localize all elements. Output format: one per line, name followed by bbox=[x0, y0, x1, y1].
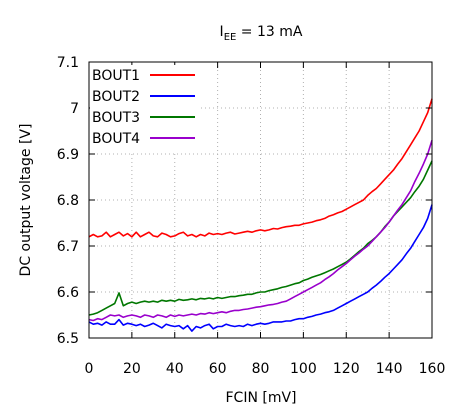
chart-title-subscript: EE bbox=[224, 32, 237, 43]
series-lines bbox=[88, 98, 433, 332]
y-tick-label: 6.9 bbox=[57, 147, 79, 163]
legend-label-bout1: BOUT1 bbox=[92, 68, 140, 84]
legend-label-bout3: BOUT3 bbox=[92, 110, 140, 126]
y-tick-label: 6.7 bbox=[57, 239, 79, 255]
y-tick-label: 6.6 bbox=[57, 285, 79, 301]
y-tick-label: 6.5 bbox=[57, 331, 79, 347]
x-tick-label: 100 bbox=[290, 361, 317, 377]
y-axis-label: DC output voltage [V] bbox=[18, 124, 34, 277]
x-tick-label: 120 bbox=[333, 361, 360, 377]
x-tick-label: 160 bbox=[419, 361, 446, 377]
x-tick-label: 60 bbox=[209, 361, 227, 377]
chart-title: IEE = 13 mA bbox=[220, 24, 303, 43]
y-tick-labels: 6.5 6.6 6.7 6.8 6.9 7 7.1 bbox=[57, 55, 79, 347]
chart-title-rest: = 13 mA bbox=[236, 24, 303, 40]
x-tick-label: 0 bbox=[85, 361, 94, 377]
y-tick-label: 7 bbox=[70, 101, 79, 117]
x-tick-label: 80 bbox=[252, 361, 270, 377]
y-tick-label: 6.8 bbox=[57, 193, 79, 209]
y-tick-label: 7.1 bbox=[57, 55, 79, 71]
legend: BOUT1 BOUT2 BOUT3 BOUT4 bbox=[90, 65, 198, 153]
legend-label-bout4: BOUT4 bbox=[92, 131, 140, 147]
x-tick-labels: 0 20 40 60 80 100 120 140 160 bbox=[85, 361, 446, 377]
series-line-bout2 bbox=[88, 204, 433, 332]
x-axis-label: FCIN [mV] bbox=[225, 390, 296, 406]
series-line-bout1 bbox=[88, 98, 433, 238]
chart-title-main: I bbox=[220, 24, 224, 40]
x-tick-label: 40 bbox=[166, 361, 184, 377]
series-line-bout4 bbox=[88, 139, 433, 322]
x-tick-label: 140 bbox=[376, 361, 403, 377]
x-tick-label: 20 bbox=[123, 361, 141, 377]
legend-label-bout2: BOUT2 bbox=[92, 89, 140, 105]
